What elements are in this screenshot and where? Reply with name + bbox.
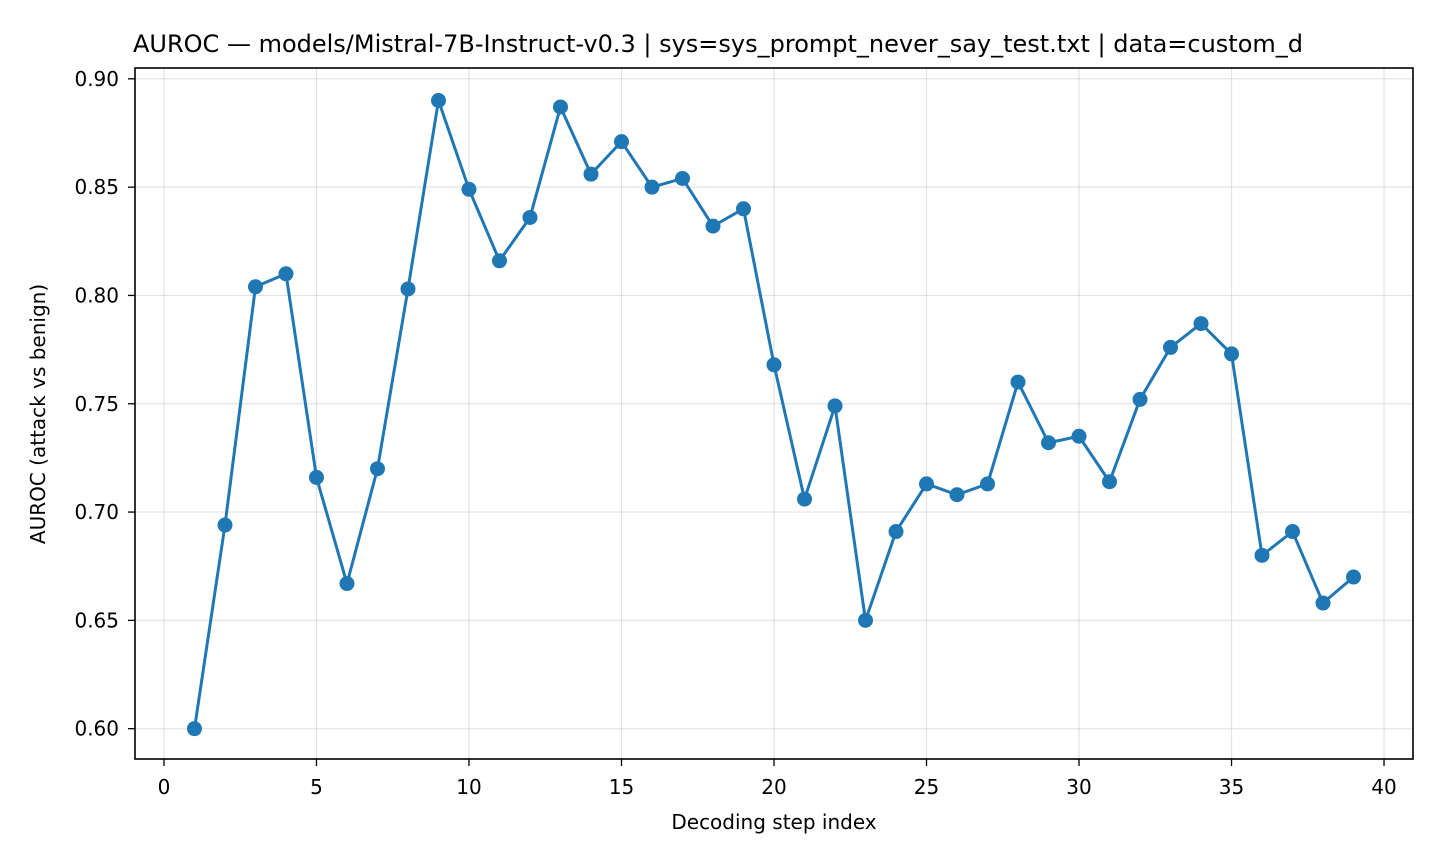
data-point <box>888 524 904 540</box>
data-point <box>919 476 935 492</box>
data-point <box>400 281 416 297</box>
x-tick-label: 15 <box>609 775 634 799</box>
data-point <box>1315 595 1331 611</box>
x-tick-label: 40 <box>1371 775 1396 799</box>
data-point <box>217 517 233 533</box>
data-point <box>949 487 965 503</box>
y-tick-label: 0.75 <box>74 392 119 416</box>
data-point <box>735 201 751 217</box>
data-point <box>1224 346 1240 362</box>
data-point <box>1193 316 1209 332</box>
data-point <box>247 279 263 295</box>
data-point <box>1102 474 1118 490</box>
x-axis-label: Decoding step index <box>671 810 876 834</box>
x-tick-label: 25 <box>914 775 939 799</box>
y-tick-label: 0.60 <box>74 717 119 741</box>
data-point <box>705 218 721 234</box>
data-point <box>827 398 843 414</box>
data-point <box>186 721 202 737</box>
data-point <box>339 576 355 592</box>
data-point <box>552 99 568 115</box>
data-point <box>674 170 690 186</box>
data-point <box>278 266 294 282</box>
x-tick-label: 10 <box>456 775 481 799</box>
x-tick-label: 5 <box>310 775 323 799</box>
x-tick-label: 35 <box>1219 775 1244 799</box>
series-auroc <box>186 92 1362 737</box>
data-point <box>1346 569 1362 585</box>
y-tick-label: 0.85 <box>74 175 119 199</box>
y-tick-label: 0.70 <box>74 500 119 524</box>
x-axis-ticks: 0 5 10 15 20 25 30 35 40 <box>158 759 1397 799</box>
x-tick-label: 0 <box>158 775 171 799</box>
data-point <box>369 461 385 477</box>
y-tick-label: 0.65 <box>74 608 119 632</box>
data-point <box>583 166 599 182</box>
data-point <box>1254 547 1270 563</box>
data-point <box>980 476 996 492</box>
data-point <box>613 134 629 150</box>
data-point <box>1010 374 1026 390</box>
chart-title: AUROC — models/Mistral-7B-Instruct-v0.3 … <box>133 30 1303 58</box>
y-tick-label: 0.80 <box>74 283 119 307</box>
data-point <box>858 612 874 628</box>
data-point <box>522 209 538 225</box>
y-tick-label: 0.90 <box>74 67 119 91</box>
data-point <box>1132 391 1148 407</box>
data-point <box>461 181 477 197</box>
data-point <box>797 491 813 507</box>
y-axis-ticks: 0.60 0.65 0.70 0.75 0.80 0.85 0.90 <box>74 67 135 741</box>
data-point <box>766 357 782 373</box>
x-tick-label: 20 <box>761 775 786 799</box>
data-point <box>1285 524 1301 540</box>
y-axis-label: AUROC (attack vs benign) <box>26 284 50 544</box>
data-point <box>644 179 660 195</box>
data-point <box>1163 339 1179 355</box>
data-point <box>430 92 446 108</box>
data-point <box>491 253 507 269</box>
grid-lines <box>135 68 1413 759</box>
x-tick-label: 30 <box>1066 775 1091 799</box>
data-point <box>1041 435 1057 451</box>
data-point <box>1071 428 1087 444</box>
data-point <box>308 469 324 485</box>
